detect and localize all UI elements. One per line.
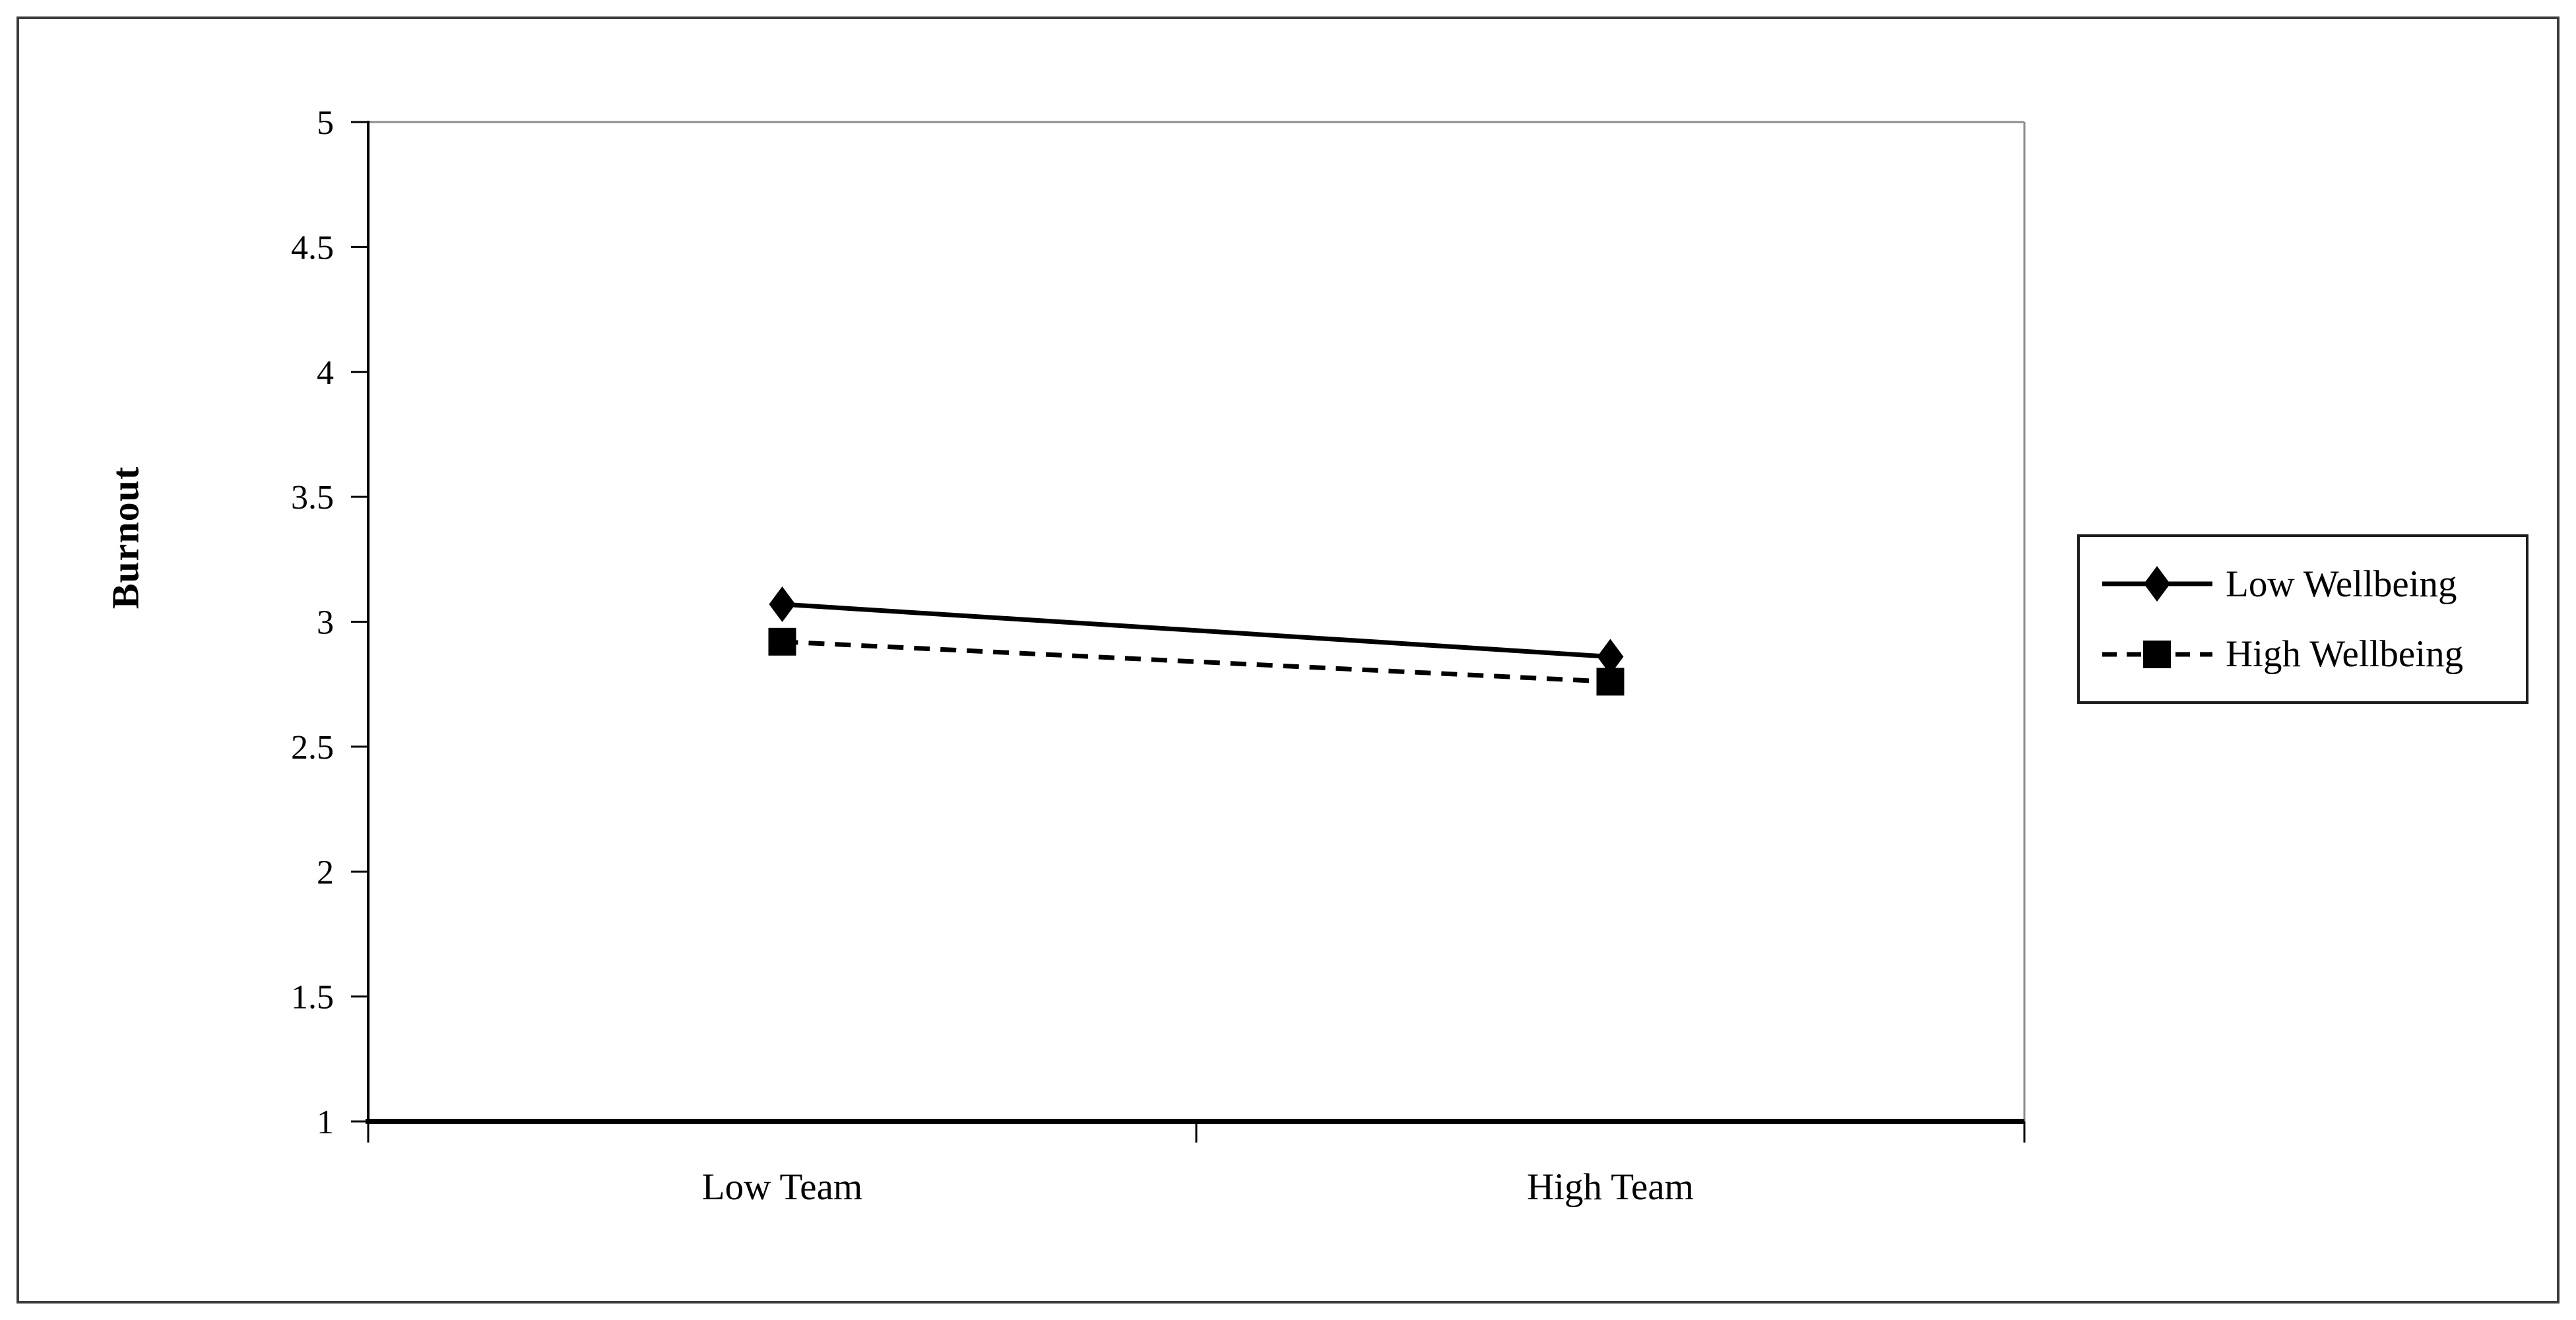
legend-item-low-wellbeing: Low Wellbeing bbox=[2100, 561, 2526, 607]
diamond-marker bbox=[2144, 566, 2170, 602]
series-line bbox=[782, 639, 1611, 684]
series-low-wellbeing bbox=[769, 586, 1624, 675]
y-tick-label: 4 bbox=[317, 354, 334, 392]
y-tick-label: 4.5 bbox=[291, 229, 334, 267]
square-marker bbox=[768, 627, 796, 656]
square-marker bbox=[2143, 640, 2171, 668]
y-axis-tick-labels: 5 4.5 4 3.5 3 2.5 2 1.5 1 bbox=[291, 104, 334, 1141]
y-tick-label: 2 bbox=[317, 854, 334, 891]
diamond-marker bbox=[1597, 639, 1624, 675]
legend: Low Wellbeing High Wellbeing bbox=[2077, 534, 2528, 704]
x-category-label: Low Team bbox=[702, 1166, 862, 1208]
y-tick-label: 3 bbox=[317, 604, 334, 642]
x-axis-category-labels: Low Team High Team bbox=[702, 1166, 1694, 1208]
y-tick-label: 2.5 bbox=[291, 729, 334, 767]
square-marker bbox=[1596, 668, 1625, 696]
y-tick-label: 5 bbox=[317, 104, 334, 142]
diamond-marker bbox=[769, 586, 796, 622]
y-axis-title: Burnout bbox=[104, 466, 147, 610]
diamond-line-sample-icon bbox=[2102, 566, 2212, 602]
y-tick-label: 1 bbox=[317, 1104, 334, 1141]
series-high-wellbeing bbox=[768, 627, 1625, 696]
legend-label: Low Wellbeing bbox=[2226, 563, 2457, 605]
plot-area-border bbox=[368, 121, 2026, 1121]
y-tick-label: 1.5 bbox=[291, 979, 334, 1017]
square-line-sample-icon bbox=[2102, 640, 2212, 668]
y-tick-label: 3.5 bbox=[291, 479, 334, 517]
legend-item-high-wellbeing: High Wellbeing bbox=[2100, 631, 2526, 677]
series-line bbox=[782, 602, 1611, 660]
x-axis-ticks bbox=[367, 1121, 2026, 1143]
legend-label: High Wellbeing bbox=[2226, 633, 2464, 676]
x-category-label: High Team bbox=[1527, 1166, 1694, 1208]
y-axis-ticks bbox=[351, 121, 368, 1123]
